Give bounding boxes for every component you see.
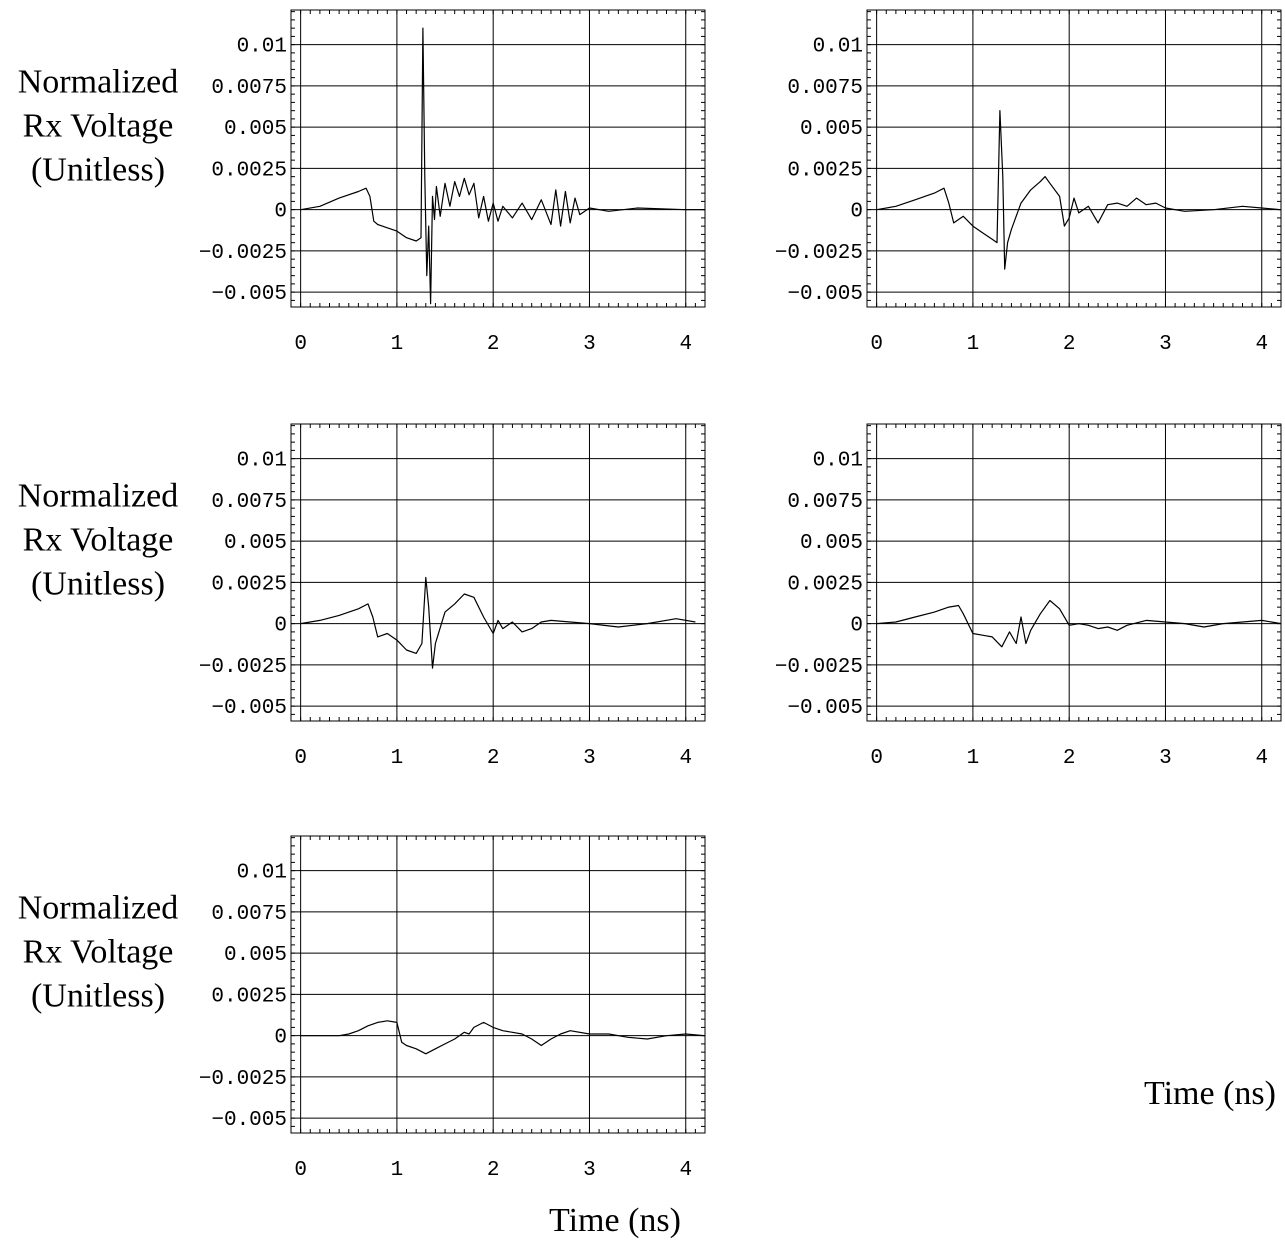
- y-tick-label: −0.005: [211, 697, 287, 720]
- y-tick-label: 0.005: [800, 532, 863, 555]
- x-tick-label: 3: [1159, 747, 1172, 770]
- x-tick-label: 2: [487, 747, 500, 770]
- y-tick-label: 0.0075: [211, 903, 287, 926]
- y-tick-label: 0.0025: [787, 159, 863, 182]
- x-tick-label: 2: [1063, 333, 1076, 356]
- x-tick-label: 0: [294, 1159, 307, 1182]
- x-tick-label: 0: [870, 747, 883, 770]
- y-tick-label: 0.0025: [787, 573, 863, 596]
- x-tick-label: 4: [1255, 333, 1268, 356]
- y-axis-label: Rx Voltage: [23, 522, 174, 559]
- plot-frame: [290, 9, 706, 308]
- y-tick-label: 0.005: [224, 532, 287, 555]
- series-line: [300, 27, 705, 305]
- y-tick-label: 0: [850, 615, 863, 638]
- y-tick-label: 0.01: [237, 36, 287, 59]
- y-tick-label: −0.005: [787, 697, 863, 720]
- x-tick-label: 1: [391, 1159, 404, 1182]
- chart-panel: 0 1 2 3 4 0.01 0.0075 0.005 0.0025 0 −0.0025 −0.005…: [775, 423, 1282, 1112]
- y-axis-label: (Unitless): [31, 152, 165, 189]
- y-axis-label: Normalized: [18, 890, 179, 927]
- y-tick-label: −0.005: [211, 1109, 287, 1132]
- chart-panel: 0 1 2 3 4 0.01 0.0075 0.005 0.0025 0 −0.0025 −0.005…: [18, 423, 706, 770]
- y-tick-label: 0.0075: [211, 77, 287, 100]
- y-tick-label: 0.01: [813, 450, 863, 473]
- x-tick-label: 2: [487, 333, 500, 356]
- x-tick-label: 0: [870, 333, 883, 356]
- y-tick-label: −0.0025: [199, 656, 287, 679]
- y-tick-label: −0.005: [211, 283, 287, 306]
- plot-frame: [866, 423, 1282, 722]
- y-tick-label: 0.01: [237, 450, 287, 473]
- y-tick-label: 0: [850, 201, 863, 224]
- x-tick-label: 1: [967, 333, 980, 356]
- x-tick-label: 3: [583, 1159, 596, 1182]
- x-tick-label: 4: [679, 1159, 692, 1182]
- plot-frame: [290, 423, 706, 722]
- x-tick-label: 4: [679, 747, 692, 770]
- x-tick-label: 0: [294, 747, 307, 770]
- x-tick-label: 4: [1255, 747, 1268, 770]
- y-axis-label: Normalized: [18, 64, 179, 101]
- y-tick-label: −0.0025: [199, 1068, 287, 1091]
- y-tick-label: 0: [274, 1027, 287, 1050]
- x-tick-label: 1: [967, 747, 980, 770]
- x-tick-label: 2: [487, 1159, 500, 1182]
- y-tick-label: −0.0025: [775, 656, 863, 679]
- y-tick-label: 0.0025: [211, 573, 287, 596]
- x-tick-label: 4: [679, 333, 692, 356]
- x-tick-label: 1: [391, 333, 404, 356]
- y-tick-label: 0: [274, 201, 287, 224]
- y-axis-label: (Unitless): [31, 978, 165, 1015]
- y-tick-label: 0.0025: [211, 159, 287, 182]
- series-line: [876, 599, 1282, 648]
- y-tick-label: −0.0025: [775, 242, 863, 265]
- x-tick-label: 3: [583, 747, 596, 770]
- x-tick-label: 3: [583, 333, 596, 356]
- y-axis-label: Rx Voltage: [23, 108, 174, 145]
- x-tick-label: 0: [294, 333, 307, 356]
- x-tick-label: 2: [1063, 747, 1076, 770]
- y-axis-label: Normalized: [18, 478, 179, 515]
- plot-frame: [290, 835, 706, 1134]
- x-tick-label: 3: [1159, 333, 1172, 356]
- y-tick-label: 0.0075: [787, 77, 863, 100]
- y-axis-label: (Unitless): [31, 566, 165, 603]
- y-axis-label: Rx Voltage: [23, 934, 174, 971]
- y-tick-label: 0.0025: [211, 985, 287, 1008]
- y-tick-label: 0.01: [237, 862, 287, 885]
- y-tick-label: 0.01: [813, 36, 863, 59]
- series-line: [300, 576, 696, 669]
- y-tick-label: −0.0025: [199, 242, 287, 265]
- series-line: [876, 109, 1282, 270]
- y-tick-label: −0.005: [787, 283, 863, 306]
- chart-panel: 0 1 2 3 4 0.01 0.0075 0.005 0.0025 0 −0.0025 −0.005…: [18, 9, 706, 356]
- y-tick-label: 0.005: [224, 944, 287, 967]
- y-tick-label: 0.005: [800, 118, 863, 141]
- x-tick-label: 1: [391, 747, 404, 770]
- y-tick-label: 0: [274, 615, 287, 638]
- x-axis-title: Time (ns): [549, 1202, 681, 1239]
- y-tick-label: 0.0075: [211, 491, 287, 514]
- chart-panel: 0 1 2 3 4 0.01 0.0075 0.005 0.0025 0 −0.0025 −0.005…: [18, 835, 706, 1239]
- y-tick-label: 0.0075: [787, 491, 863, 514]
- plot-frame: [866, 9, 1282, 308]
- x-axis-title: Time (ns): [1144, 1075, 1276, 1112]
- y-tick-label: 0.005: [224, 118, 287, 141]
- series-line: [300, 1020, 706, 1055]
- chart-panel: 0 1 2 3 4 0.01 0.0075 0.005 0.0025 0 −0.0025 −0.005: [775, 9, 1282, 356]
